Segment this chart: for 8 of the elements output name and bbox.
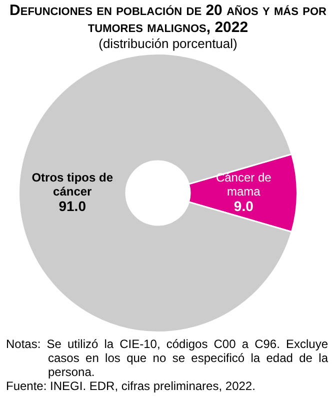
data-label: 9.0: [234, 198, 254, 214]
text: Notas: Se utilizó la CIE-10, códigos C00 a C96. Excluye casos en los que no se especificó la edad de la persona.: [6, 337, 328, 379]
data-label: 91.0: [58, 198, 86, 214]
source-note: Fuente: INEGI. EDR, cifras preliminares, 2022.: [6, 379, 256, 393]
chart-subtitle: (distribución porcentual): [98, 36, 238, 51]
chart-title: Defunciones en población de 20 años y más por tumores malignos, 2022: [8, 1, 328, 36]
slice-label: Cáncer de mama: [216, 170, 272, 198]
slice-label: Otros tipos de cáncer: [32, 170, 114, 198]
